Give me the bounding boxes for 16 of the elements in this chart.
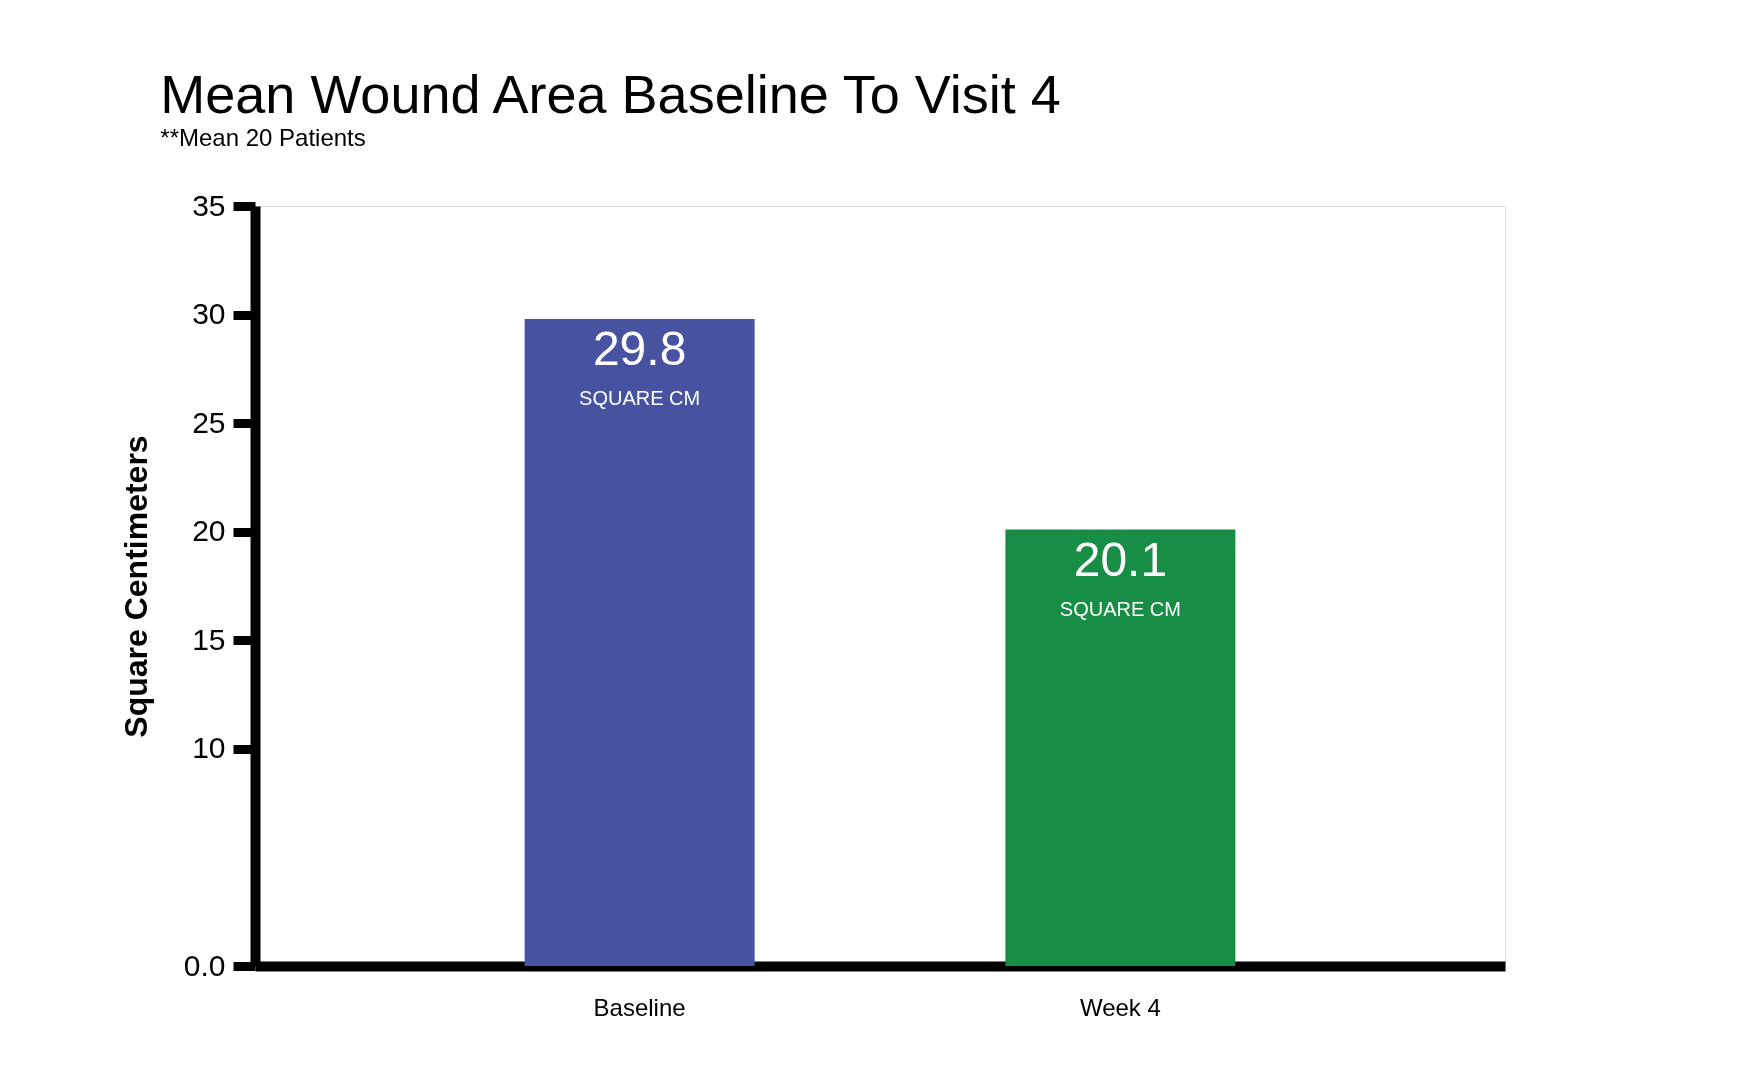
y-tick-label: 25: [192, 405, 226, 439]
y-tick-label: 35: [192, 188, 226, 222]
y-tick-label: 20: [192, 514, 226, 548]
y-tick-label: 10: [192, 731, 226, 765]
data-label: 20.1: [1073, 532, 1168, 586]
chart-title: Mean Wound Area Baseline To Visit 4: [160, 64, 1061, 124]
y-tick-label: 30: [192, 297, 226, 331]
x-tick-label: Week 4: [1079, 993, 1161, 1021]
x-tick-label: Baseline: [593, 993, 686, 1021]
data-label: 29.8: [592, 321, 687, 375]
annotation: SQUARE CM: [1059, 597, 1181, 620]
chart-subtitle: **Mean 20 Patients: [160, 124, 366, 151]
y-tick-label: 0.0: [183, 948, 226, 982]
annotation: SQUARE CM: [579, 386, 701, 409]
y-axis-title: Square Centimeters: [117, 435, 154, 738]
y-tick-label: 15: [192, 622, 226, 656]
